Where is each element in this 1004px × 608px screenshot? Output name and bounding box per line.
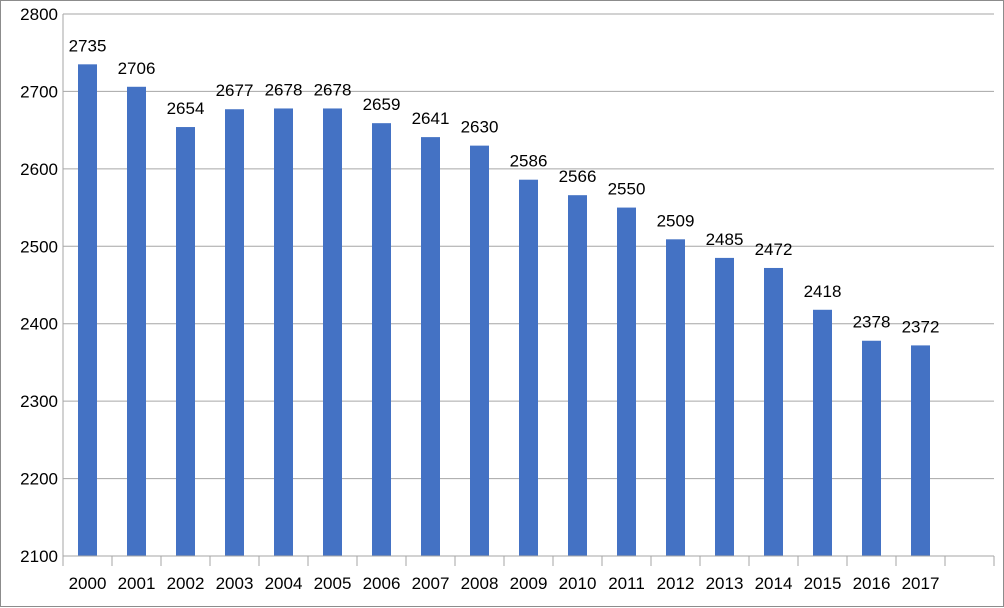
y-tick-label: 2500 [20,237,58,256]
data-label-2012: 2509 [657,211,695,230]
y-tick-label: 2700 [20,82,58,101]
x-tick-label-2007: 2007 [412,574,450,593]
x-tick-label-2006: 2006 [363,574,401,593]
x-tick-label-2013: 2013 [706,574,744,593]
x-tick-label-2016: 2016 [853,574,891,593]
bar-2004 [274,108,293,556]
x-tick-label-2000: 2000 [69,574,107,593]
bar-2007 [421,137,440,556]
y-tick-label: 2800 [20,5,58,24]
data-label-2011: 2550 [608,180,646,199]
x-tick-label-2001: 2001 [118,574,156,593]
y-tick-label: 2600 [20,160,58,179]
bar-2005 [323,108,342,556]
bar-2010 [568,195,587,556]
x-axis: 2000 2001 2002 2003 2004 2005 2006 2007 2008 2009… [62,555,995,593]
bar-2013 [715,257,734,556]
data-label-2000: 2735 [69,36,107,55]
bar-2015 [813,309,832,556]
x-tick-label-2003: 2003 [216,574,254,593]
bar-2017 [911,345,930,556]
data-label-2003: 2677 [216,81,254,100]
x-tick-label-2017: 2017 [902,574,940,593]
y-tick-label: 2300 [20,392,58,411]
data-label-2010: 2566 [559,167,597,186]
data-label-2008: 2630 [461,118,499,137]
x-tick-label-2008: 2008 [461,574,499,593]
x-tick-label-2011: 2011 [608,574,645,593]
data-label-2002: 2654 [167,99,205,118]
data-label-2015: 2418 [804,282,842,301]
x-tick-label-2014: 2014 [755,574,793,593]
bar-2002 [176,127,195,556]
data-label-2005: 2678 [314,80,352,99]
data-label-2001: 2706 [118,59,156,78]
data-label-2016: 2378 [853,313,891,332]
y-tick-label: 2400 [20,315,58,334]
x-tick-label-2012: 2012 [657,574,695,593]
data-label-2014: 2472 [755,240,793,259]
bar-2008 [470,145,489,556]
bars [78,64,930,557]
bar-2003 [225,109,244,556]
data-label-2007: 2641 [412,109,450,128]
x-tick-label-2004: 2004 [265,574,303,593]
y-axis: 2100 2200 2300 2400 2500 2600 2700 2800 [20,5,64,566]
bar-2011 [617,207,636,557]
bar-2000 [78,64,97,557]
data-label-2017: 2372 [902,317,940,336]
bar-2001 [127,86,146,556]
bar-2016 [862,340,881,556]
data-labels: 2735 2706 2654 2677 2678 2678 2659 2641 2630 2586… [69,36,940,336]
bar-2014 [764,267,783,556]
x-tick-label-2009: 2009 [510,574,548,593]
x-tick-label-2010: 2010 [559,574,597,593]
data-label-2004: 2678 [265,80,303,99]
bar-2009 [519,179,538,556]
x-tick-label-2005: 2005 [314,574,352,593]
data-label-2009: 2586 [510,152,548,171]
bar-2006 [372,123,391,556]
x-tick-label-2002: 2002 [167,574,205,593]
y-tick-label: 2200 [20,470,58,489]
x-tick-label-2015: 2015 [804,574,842,593]
bar-2012 [666,239,685,556]
data-label-2006: 2659 [363,95,401,114]
data-label-2013: 2485 [706,230,744,249]
y-tick-label: 2100 [20,547,58,566]
